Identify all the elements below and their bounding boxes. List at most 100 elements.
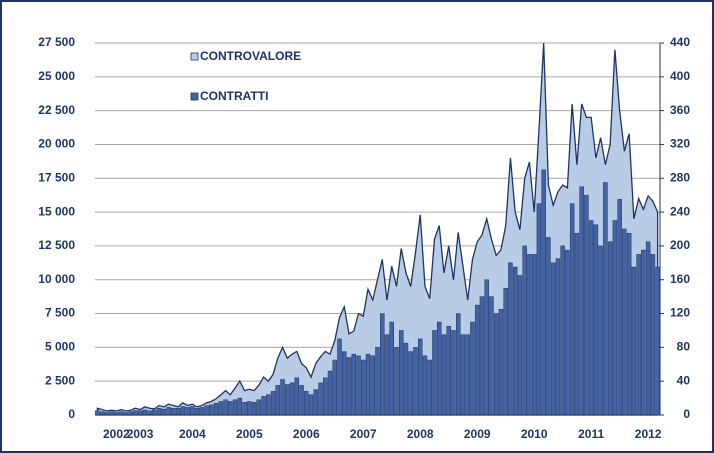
bar	[531, 254, 537, 416]
bar	[323, 377, 328, 416]
x-tick-label: 2006	[293, 427, 320, 441]
area	[96, 42, 659, 416]
bar	[403, 342, 409, 416]
bar	[261, 396, 266, 416]
y2-tick-label: 80	[677, 340, 691, 354]
bar	[451, 330, 456, 416]
bar	[342, 351, 347, 416]
bar	[427, 359, 432, 416]
bar	[185, 407, 190, 416]
bar	[99, 411, 105, 416]
x-tick-label: 2011	[578, 427, 604, 441]
y-tick-label: 2 500	[45, 373, 75, 387]
bar	[512, 266, 518, 416]
bar	[631, 266, 637, 416]
bar	[493, 313, 499, 416]
x-tick-label: 2010	[521, 427, 548, 441]
bar	[275, 385, 281, 416]
y2-tick-label: 440	[670, 35, 690, 49]
x-tick-label: 2007	[350, 427, 377, 441]
bar	[304, 391, 309, 416]
bar	[247, 401, 252, 416]
bar	[118, 411, 124, 416]
y-tick-label: 20 000	[38, 137, 75, 151]
bar	[109, 411, 114, 416]
bar	[237, 397, 243, 416]
bar	[474, 304, 480, 416]
bar	[413, 347, 418, 416]
bar	[204, 405, 209, 416]
y-tick-label: 10 000	[38, 272, 75, 286]
bar	[332, 359, 338, 416]
bar	[455, 313, 461, 416]
bar	[289, 382, 295, 416]
y-tick-label: 15 000	[38, 204, 75, 218]
bar	[194, 407, 200, 416]
bar	[574, 232, 580, 416]
bar	[308, 394, 314, 416]
y-tick-label: 17 500	[38, 170, 75, 184]
bar	[209, 404, 214, 416]
bar	[655, 266, 660, 416]
bar	[370, 355, 375, 416]
bar	[380, 313, 385, 416]
bar	[522, 245, 527, 416]
y2-tick-label: 400	[670, 69, 690, 83]
bar	[171, 407, 176, 416]
bar	[356, 355, 361, 416]
bar	[465, 334, 470, 416]
bar	[266, 394, 271, 416]
y2-tick-label: 240	[670, 204, 690, 218]
y-tick-label: 12 500	[38, 238, 75, 252]
bar	[422, 355, 428, 416]
bar	[133, 410, 138, 416]
bar	[175, 407, 181, 416]
bar	[593, 224, 599, 416]
bar	[223, 399, 228, 416]
bar	[498, 309, 504, 416]
bar	[588, 220, 594, 416]
bar	[218, 401, 224, 416]
y-tick-label: 0	[68, 407, 75, 421]
bar	[199, 407, 205, 416]
bar	[460, 334, 466, 416]
bar	[432, 330, 437, 416]
y2-tick-label: 160	[670, 272, 690, 286]
bar	[346, 357, 352, 416]
bar	[142, 409, 148, 416]
bar	[398, 330, 404, 416]
bar	[612, 220, 618, 416]
bar	[565, 249, 570, 416]
legend-swatch	[190, 92, 199, 101]
bar	[503, 287, 508, 416]
bar	[541, 169, 546, 416]
x-tick-label: 2004	[179, 427, 206, 441]
bar	[213, 402, 219, 416]
bar	[166, 407, 171, 416]
bar	[569, 203, 575, 416]
bar	[337, 338, 342, 416]
bar	[318, 382, 323, 416]
bar	[389, 321, 394, 416]
bar	[256, 399, 262, 416]
bar	[441, 334, 447, 416]
bar	[137, 410, 143, 416]
bar	[626, 232, 632, 416]
bar	[622, 228, 627, 416]
bar	[470, 321, 475, 416]
bar	[285, 384, 290, 416]
y2-tick-label: 40	[677, 373, 691, 387]
y-tick-label: 5 000	[45, 340, 75, 354]
bar	[536, 203, 542, 416]
bar	[180, 406, 186, 416]
y2-tick-label: 360	[670, 103, 690, 117]
bar	[555, 258, 561, 416]
x-tick-label: 2012	[635, 427, 662, 441]
bar	[650, 254, 656, 416]
x-tick-label: 2002	[103, 427, 130, 441]
bar	[579, 186, 584, 416]
bar	[190, 406, 195, 416]
bar	[270, 391, 276, 416]
bar	[147, 410, 152, 416]
bar	[294, 377, 300, 416]
